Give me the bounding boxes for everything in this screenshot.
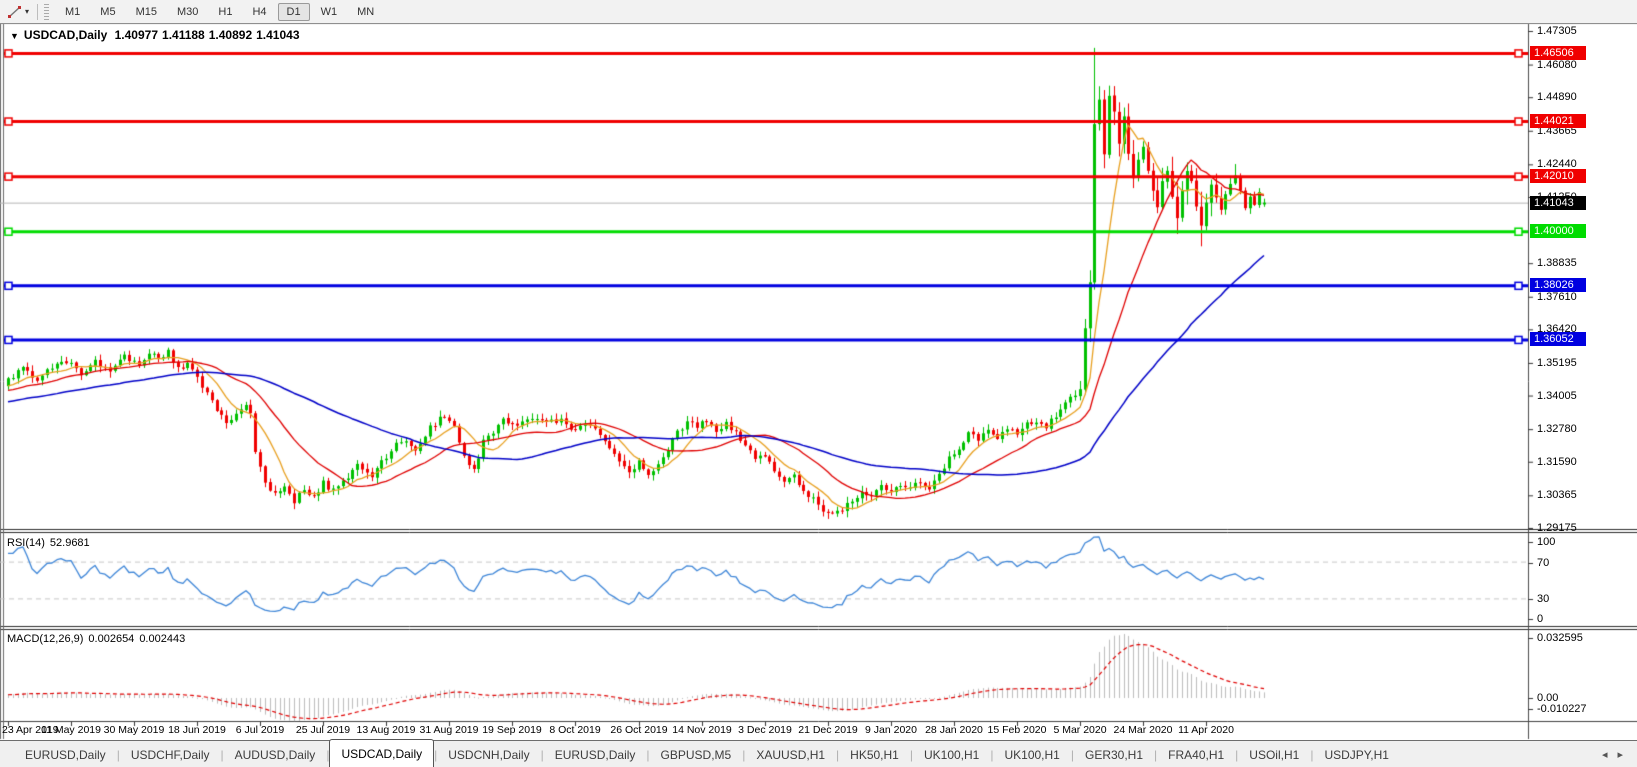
- timeframe-toolbar: ▾ M1 M5 M15 M30 H1 H4 D1 W1 MN: [0, 0, 1637, 24]
- chart-tab-xauusd-h1[interactable]: XAUUSD,H1: [756, 747, 826, 762]
- chart-tab-usdjpy-h1[interactable]: USDJPY,H1: [1324, 747, 1389, 762]
- timeframe-button-mn[interactable]: MN: [357, 5, 375, 18]
- tab-separator: |: [434, 747, 438, 762]
- trendline-icon: [8, 5, 21, 18]
- chart-tabs: EURUSD,Daily | USDCHF,Daily | AUDUSD,Daily | U…: [14, 738, 1400, 767]
- tab-separator: |: [836, 747, 840, 762]
- chart-tab-usoil-h1[interactable]: USOil,H1: [1249, 747, 1300, 762]
- timeframe-button-h1[interactable]: H1: [218, 5, 233, 18]
- chart-tab-eurusd-daily[interactable]: EURUSD,Daily: [554, 747, 636, 762]
- timeframe-button-m30[interactable]: M30: [176, 5, 199, 18]
- price-axis[interactable]: [1529, 24, 1637, 722]
- tab-separator: |: [742, 747, 746, 762]
- tab-separator: |: [326, 747, 330, 762]
- timeframe-button-m15[interactable]: M15: [135, 5, 157, 18]
- chart-tab-ger30-h1[interactable]: GER30,H1: [1084, 747, 1144, 762]
- tab-separator: |: [1070, 747, 1074, 762]
- tab-scroll-right-icon[interactable]: ▸: [1617, 749, 1623, 761]
- timeframe-button-w1[interactable]: W1: [320, 5, 338, 18]
- chart-tab-usdcad-daily[interactable]: USDCAD,Daily: [329, 738, 435, 767]
- chart-tab-gbpusd-m5[interactable]: GBPUSD,M5: [660, 747, 732, 762]
- chart-tab-eurusd-daily[interactable]: EURUSD,Daily: [25, 747, 106, 762]
- tab-separator: |: [1154, 747, 1158, 762]
- toolbar-separator: [37, 3, 39, 20]
- timeframe-buttons: M1 M5 M15 M30 H1 H4 D1 W1 MN: [55, 2, 384, 21]
- tab-separator: |: [990, 747, 994, 762]
- tab-separator: |: [1310, 747, 1314, 762]
- tab-scroll-arrows: ◂ ▸: [1602, 748, 1623, 761]
- tab-separator: |: [116, 747, 120, 762]
- tab-scroll-left-icon[interactable]: ◂: [1601, 749, 1608, 761]
- line-tools-button[interactable]: ▾: [3, 3, 33, 21]
- chart-tab-fra40-h1[interactable]: FRA40,H1: [1168, 747, 1225, 762]
- chevron-down-icon: ▾: [25, 7, 30, 16]
- chart-tab-usdcnh-daily[interactable]: USDCNH,Daily: [448, 747, 530, 762]
- chart-tab-audusd-daily[interactable]: AUDUSD,Daily: [234, 747, 316, 762]
- chart-tab-usdchf-daily[interactable]: USDCHF,Daily: [130, 747, 210, 762]
- chart-tabs-bar: EURUSD,Daily | USDCHF,Daily | AUDUSD,Daily | U…: [0, 738, 1637, 767]
- tab-separator: |: [540, 747, 544, 762]
- tab-separator: |: [909, 747, 913, 762]
- chart-tab-uk100-h1[interactable]: UK100,H1: [923, 747, 980, 762]
- toolbar-grip[interactable]: [44, 3, 50, 20]
- timeframe-button-m1[interactable]: M1: [65, 5, 81, 18]
- chart-tab-uk100-h1[interactable]: UK100,H1: [1004, 747, 1060, 762]
- tab-separator: |: [220, 747, 224, 762]
- tab-separator: |: [646, 747, 650, 762]
- timeframe-button-m5[interactable]: M5: [100, 5, 116, 18]
- timeframe-button-d1[interactable]: D1: [277, 2, 310, 21]
- timeframe-button-h4[interactable]: H4: [252, 5, 267, 18]
- time-axis[interactable]: [0, 722, 1528, 739]
- chart-tab-hk50-h1[interactable]: HK50,H1: [850, 747, 899, 762]
- price-chart-canvas[interactable]: [0, 0, 1637, 740]
- tab-separator: |: [1235, 747, 1239, 762]
